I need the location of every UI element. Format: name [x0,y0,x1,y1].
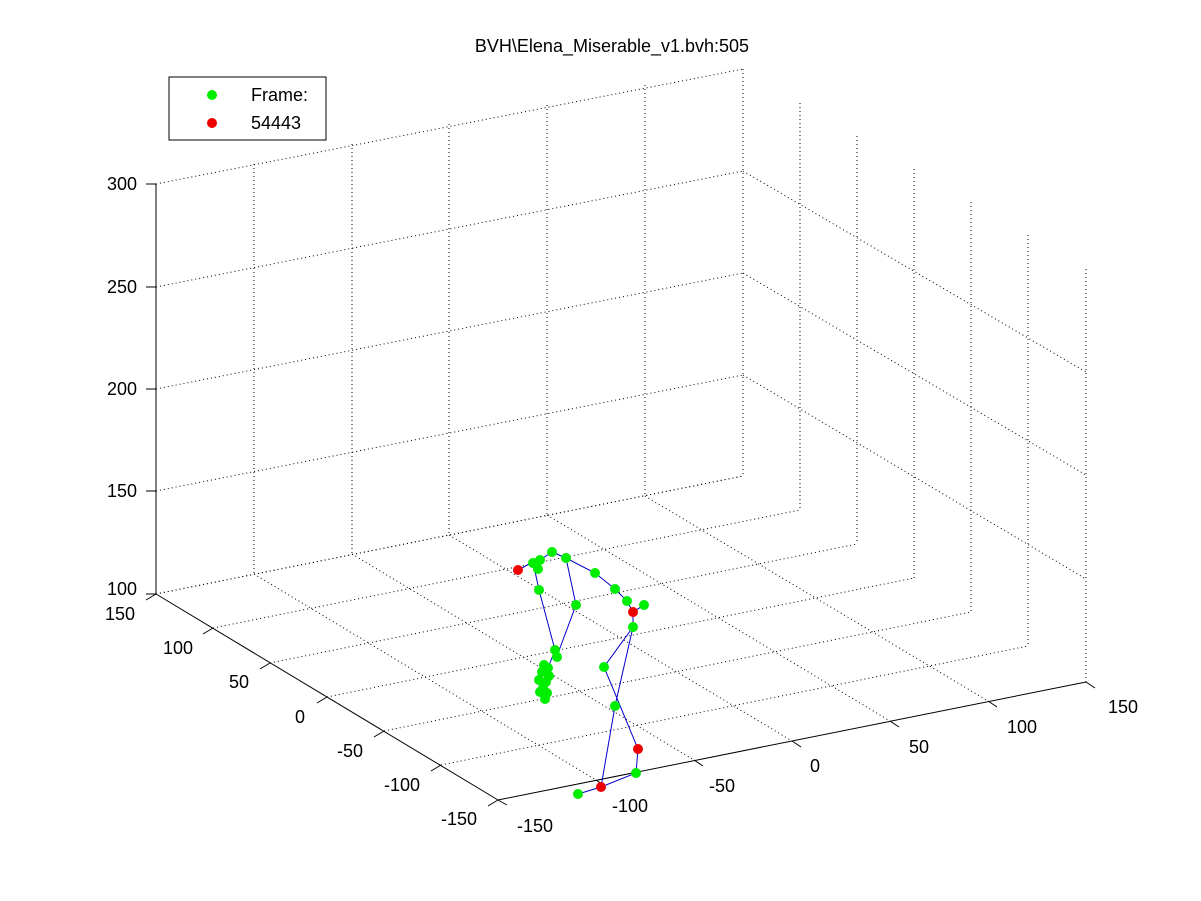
joint-marker [552,652,562,662]
joint-marker [610,584,620,594]
legend: Frame: 54443 [168,76,327,141]
x-tick-label: 0 [810,756,820,776]
legend-label: 54443 [251,113,301,133]
x-tick-labels: -150 -100 -50 0 50 100 150 [517,697,1138,836]
legend-box [168,76,327,141]
end-site-marker [596,782,606,792]
legend-label: Frame: [251,85,308,105]
z-tick-label: 200 [107,379,137,399]
z-tick-label: 100 [107,579,137,599]
y-tick-label: 50 [229,672,249,692]
joint-marker [571,600,581,610]
joint-marker [547,547,557,557]
end-site-marker [513,565,523,575]
y-tick-label: 0 [295,707,305,727]
x-tick-label: 150 [1108,697,1138,717]
joint-marker [534,585,544,595]
chart-title: BVH\Elena_Miserable_v1.bvh:505 [475,36,749,57]
joint-marker [628,622,638,632]
x-tick-label: 50 [909,737,929,757]
joint-marker [590,568,600,578]
end-site-marker [628,607,638,617]
y-tick-label: -50 [337,741,363,761]
joint-marker [631,768,641,778]
joint-marker [599,662,609,672]
joint-marker [610,701,620,711]
x-tick-label: 100 [1007,717,1037,737]
joint-marker [540,694,550,704]
legend-marker-red [207,118,217,128]
joint-marker [535,555,545,565]
skeleton [513,547,649,799]
end-site-marker [633,744,643,754]
y-tick-label: 150 [105,604,135,624]
joints-green [528,547,649,799]
z-tick-labels: 300 250 200 150 100 [107,174,137,599]
joint-marker [573,789,583,799]
x-tick-label: -50 [709,776,735,796]
y-tick-label: 100 [163,638,193,658]
y-tick-label: -100 [384,775,420,795]
grid-floor [155,475,1029,781]
y-tick-labels: 150 100 50 0 -50 -100 -150 [105,604,477,829]
z-tick-label: 250 [107,277,137,297]
joints-red [513,565,643,792]
legend-marker-green [207,90,217,100]
x-tick-label: -150 [517,816,553,836]
x-tick-label: -100 [612,796,648,816]
y-tick-label: -150 [441,809,477,829]
z-tick-label: 150 [107,481,137,501]
joint-marker [533,564,543,574]
z-tick-label: 300 [107,174,137,194]
joint-marker [561,553,571,563]
joint-marker [639,600,649,610]
grid-back-right [742,69,1087,682]
joint-marker [622,596,632,606]
